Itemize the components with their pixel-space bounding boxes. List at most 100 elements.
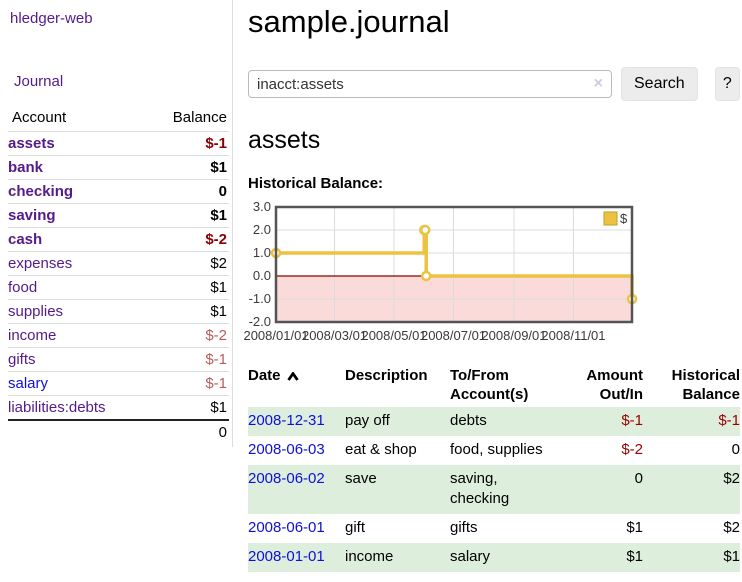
account-row: saving $1	[8, 203, 229, 228]
transaction-amount: $-2	[621, 441, 643, 458]
account-balance: $1	[144, 275, 229, 300]
account-link[interactable]: cash	[8, 231, 43, 248]
transaction-balance: 0	[731, 441, 740, 458]
account-link[interactable]: gifts	[8, 351, 36, 368]
account-balance: $1	[144, 203, 229, 228]
transaction-description: save	[345, 470, 377, 487]
help-button[interactable]: ?	[714, 67, 740, 101]
account-row: supplies $1	[8, 299, 229, 324]
y-axis-tick-label: 1.0	[253, 245, 271, 260]
chart-border	[274, 205, 634, 324]
transaction-description: eat & shop	[345, 441, 417, 458]
transaction-accounts: debts	[450, 412, 487, 429]
transaction-description: pay off	[345, 412, 390, 429]
account-link[interactable]: food	[8, 279, 38, 296]
transaction-balance: $2	[723, 519, 740, 536]
page-title: sample.journal	[248, 4, 450, 39]
account-row: liabilities:debts $1	[8, 395, 229, 420]
account-heading: assets	[248, 126, 321, 154]
sort-ascending-icon	[286, 371, 299, 381]
account-link[interactable]: salary	[8, 375, 49, 392]
account-link[interactable]: liabilities:debts	[8, 399, 106, 416]
account-row: salary $-1	[8, 371, 229, 396]
transaction-amount: $-1	[621, 412, 643, 429]
legend-swatch	[603, 211, 618, 226]
accounts-table-body: assets $-1 bank $1 checking 0 saving $1 cash $-2 e…	[8, 131, 229, 420]
register-header-date[interactable]: Date	[248, 363, 345, 407]
transaction-date-cell: 2008-12-31	[248, 407, 345, 436]
transaction-row: 2008-12-31 pay off debts $-1 $-1	[248, 407, 740, 436]
account-link[interactable]: expenses	[8, 255, 73, 272]
transaction-date-cell: 2008-06-01	[248, 514, 345, 543]
transaction-description: income	[345, 548, 394, 565]
accounts-table-header: Account Balance	[8, 106, 229, 132]
account-link[interactable]: supplies	[8, 303, 64, 320]
transaction-row: 2008-01-01 income salary $1 $1	[248, 543, 740, 572]
search-input[interactable]	[248, 70, 612, 98]
transaction-date-link[interactable]: 2008-01-01	[248, 548, 325, 565]
account-balance: $1	[144, 395, 229, 420]
register-header-amount: Amount Out/In	[586, 367, 643, 403]
transaction-date-link[interactable]: 2008-06-01	[248, 519, 325, 536]
search-button[interactable]: Search	[621, 67, 698, 101]
historical-balance-chart[interactable]: $3.0 2.0 1.0 0.0 -1.0 -2.0 2008/01/01 2008/03/0…	[243, 199, 740, 347]
sidebar-item-journal[interactable]: Journal	[14, 73, 64, 90]
accounts-header-account: Account	[12, 109, 67, 126]
sidebar: hledger-web Journal Account Balance asse…	[0, 0, 232, 444]
account-link[interactable]: income	[8, 327, 57, 344]
account-row: gifts $-1	[8, 347, 229, 372]
x-axis-tick-label: 2008/09/01	[481, 328, 546, 343]
search-form: × Search ?	[248, 67, 740, 101]
transaction-date-cell: 2008-06-02	[248, 465, 345, 514]
transaction-date-link[interactable]: 2008-06-03	[248, 441, 325, 458]
balance-chart-svg: $3.0 2.0 1.0 0.0 -1.0 -2.02008/01/012008/03/0…	[243, 199, 638, 343]
transaction-description: gift	[345, 519, 366, 536]
account-link[interactable]: bank	[8, 159, 44, 176]
accounts-total-spacer	[8, 419, 145, 444]
account-row: assets $-1	[8, 131, 229, 156]
account-link[interactable]: checking	[8, 183, 74, 200]
account-row: cash $-2	[8, 227, 229, 252]
register-header-description: Description	[345, 367, 428, 384]
transaction-date-link[interactable]: 2008-06-02	[248, 470, 325, 487]
account-row: expenses $2	[8, 251, 229, 276]
transaction-row: 2008-06-01 gift gifts $1 $2	[248, 514, 740, 543]
transaction-row: 2008-06-03 eat & shop food, supplies $-2 0	[248, 436, 740, 465]
account-row: income $-2	[8, 323, 229, 348]
accounts-total-value: 0	[144, 419, 229, 444]
transaction-amount: 0	[634, 470, 643, 487]
account-balance: $2	[144, 251, 229, 276]
transaction-amount: $1	[626, 519, 643, 536]
clear-search-icon[interactable]: ×	[593, 75, 603, 92]
y-axis-tick-label: 3.0	[253, 199, 271, 214]
account-balance: $1	[144, 155, 229, 180]
transaction-accounts: gifts	[450, 519, 478, 536]
account-balance: $-1	[144, 347, 229, 372]
transaction-date-cell: 2008-01-01	[248, 543, 345, 572]
chart-data-point	[419, 224, 431, 236]
chart-label: Historical Balance:	[248, 175, 384, 192]
account-balance: 0	[144, 179, 229, 204]
account-balance: $-2	[144, 323, 229, 348]
account-link[interactable]: assets	[8, 135, 55, 152]
date-header-label: Date	[248, 367, 281, 384]
transaction-date-link[interactable]: 2008-12-31	[248, 412, 325, 429]
transaction-date-cell: 2008-06-03	[248, 436, 345, 465]
transaction-amount: $1	[626, 548, 643, 565]
account-balance: $-1	[144, 371, 229, 396]
account-link[interactable]: saving	[8, 207, 56, 224]
account-balance: $-1	[144, 131, 229, 156]
main-content: sample.journal × Search ? assets Histori…	[243, 0, 740, 572]
account-row: food $1	[8, 275, 229, 300]
x-axis-tick-label: 2008/07/01	[421, 328, 486, 343]
account-balance: $1	[144, 299, 229, 324]
account-balance: $-2	[144, 227, 229, 252]
app-brand-link[interactable]: hledger-web	[10, 10, 93, 27]
y-axis-tick-label: -1.0	[249, 291, 271, 306]
chart-data-point	[420, 270, 432, 282]
y-axis-tick-label: 0.0	[253, 268, 271, 283]
y-axis-tick-label: 2.0	[253, 222, 271, 237]
transaction-balance: $-1	[718, 412, 740, 429]
transaction-accounts: salary	[450, 548, 491, 565]
register-header-row: Date Description To/From Account(s) Amou…	[248, 363, 740, 407]
